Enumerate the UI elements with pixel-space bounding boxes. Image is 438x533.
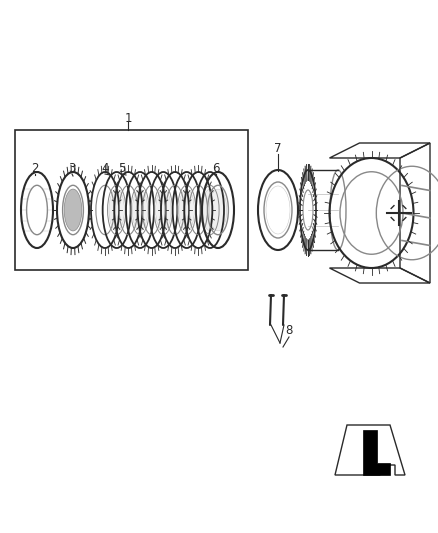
Ellipse shape: [132, 189, 148, 231]
Text: 7: 7: [274, 141, 282, 155]
Text: 3: 3: [68, 161, 76, 174]
Text: 6: 6: [212, 161, 220, 174]
Text: 4: 4: [101, 161, 109, 174]
Ellipse shape: [64, 189, 82, 231]
Polygon shape: [363, 430, 390, 475]
Text: 5: 5: [118, 161, 126, 174]
Ellipse shape: [202, 189, 218, 231]
Bar: [15, 130, 248, 270]
Ellipse shape: [155, 189, 171, 231]
Ellipse shape: [109, 189, 124, 231]
Ellipse shape: [179, 189, 194, 231]
Text: 8: 8: [285, 324, 293, 336]
Text: 2: 2: [31, 161, 39, 174]
Ellipse shape: [266, 186, 290, 234]
Ellipse shape: [209, 189, 227, 231]
Text: 1: 1: [124, 111, 132, 125]
